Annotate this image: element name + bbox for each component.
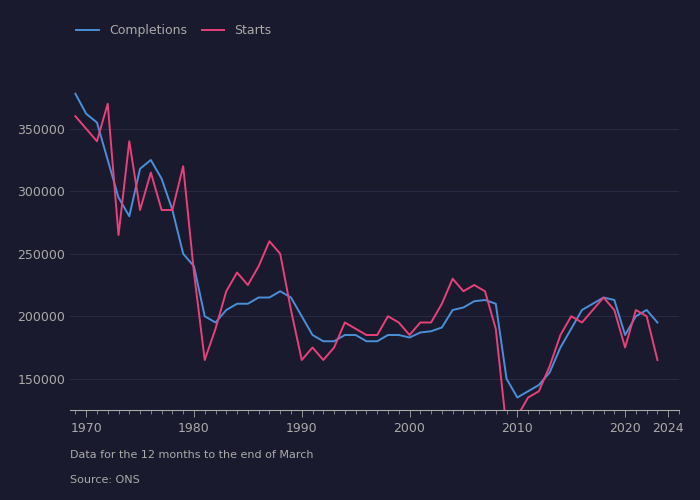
Text: Data for the 12 months to the end of March: Data for the 12 months to the end of Mar… xyxy=(70,450,314,460)
Starts xyxy=(146,170,155,175)
Starts xyxy=(503,426,511,432)
Completions xyxy=(599,294,608,300)
Line: Starts: Starts xyxy=(76,104,657,428)
Completions xyxy=(643,307,651,313)
Starts xyxy=(222,288,230,294)
Completions xyxy=(513,394,522,400)
Text: Source: ONS: Source: ONS xyxy=(70,475,140,485)
Starts xyxy=(653,357,662,363)
Completions xyxy=(211,320,220,326)
Starts xyxy=(643,313,651,319)
Completions xyxy=(287,294,295,300)
Completions xyxy=(71,91,80,97)
Starts xyxy=(298,357,306,363)
Line: Completions: Completions xyxy=(76,94,657,398)
Completions xyxy=(136,166,144,172)
Completions xyxy=(653,320,662,326)
Starts xyxy=(190,270,198,276)
Completions xyxy=(179,250,188,257)
Starts xyxy=(71,113,80,119)
Starts xyxy=(610,307,619,313)
Legend: Completions, Starts: Completions, Starts xyxy=(76,24,272,37)
Starts xyxy=(104,101,112,107)
